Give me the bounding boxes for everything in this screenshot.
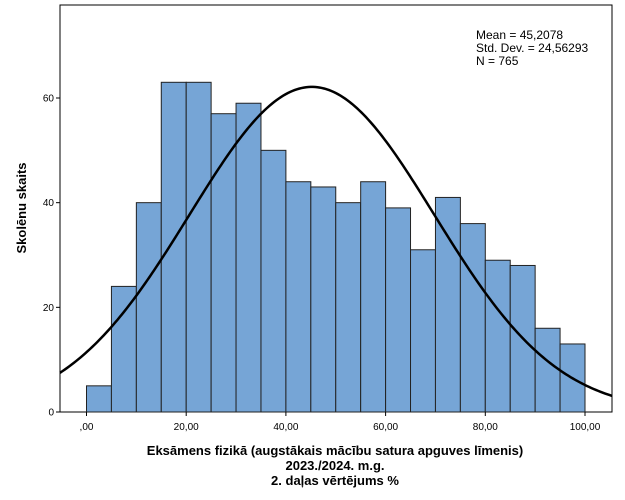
histogram-bar-0 — [86, 385, 112, 413]
x-axis-title-line-3: 2. daļas vērtējums % — [271, 473, 399, 488]
histogram-bar-17 — [509, 264, 536, 413]
x-tick-label-3: 60,00 — [373, 422, 398, 433]
x-tick-label-0: ,00 — [80, 422, 94, 433]
y-tick-label-2: 40 — [43, 198, 55, 209]
histogram-bar-15 — [459, 223, 486, 413]
histogram-bar-5 — [210, 113, 237, 413]
y-tick-label-1: 20 — [43, 303, 55, 314]
x-tick-label-5: 100,00 — [570, 422, 601, 433]
stats-n: N = 765 — [476, 54, 519, 68]
y-tick-label-3: 60 — [43, 94, 55, 105]
histogram-bar-1 — [110, 285, 137, 413]
histogram-bar-16 — [484, 259, 511, 413]
y-axis-title: Skolēnu skaits — [14, 162, 29, 253]
histogram-bar-2 — [135, 202, 162, 413]
histogram-bar-4 — [185, 81, 212, 413]
histogram-bar-14 — [434, 196, 461, 413]
histogram-bar-3 — [160, 81, 187, 413]
histogram-bar-11 — [360, 181, 387, 413]
histogram-bar-8 — [285, 181, 312, 413]
stats-mean: Mean = 45,2078 — [476, 28, 563, 42]
y-axis: 0 20 40 60 — [43, 94, 60, 419]
bars-group — [86, 81, 586, 413]
histogram-bar-12 — [385, 207, 412, 413]
histogram-bar-6 — [235, 102, 262, 413]
histogram-bar-9 — [310, 186, 337, 413]
histogram-bar-10 — [335, 202, 362, 413]
normal-curve — [59, 85, 613, 398]
x-axis-title-line-2: 2023./2024. m.g. — [285, 458, 384, 473]
y-tick-label-0: 0 — [48, 408, 54, 419]
x-tick-label-1: 20,00 — [174, 422, 199, 433]
x-axis: ,00 20,00 40,00 60,00 80,00 100,00 — [80, 412, 601, 433]
x-tick-label-4: 80,00 — [473, 422, 498, 433]
x-axis-title-line-1: Eksāmens fizikā (augstākais mācību satur… — [147, 443, 523, 458]
histogram-bar-13 — [410, 249, 436, 413]
histogram-bar-7 — [260, 149, 287, 413]
stats-std-dev: Std. Dev. = 24,56293 — [476, 41, 589, 55]
histogram-bar-18 — [534, 327, 561, 413]
x-tick-label-2: 40,00 — [273, 422, 298, 433]
